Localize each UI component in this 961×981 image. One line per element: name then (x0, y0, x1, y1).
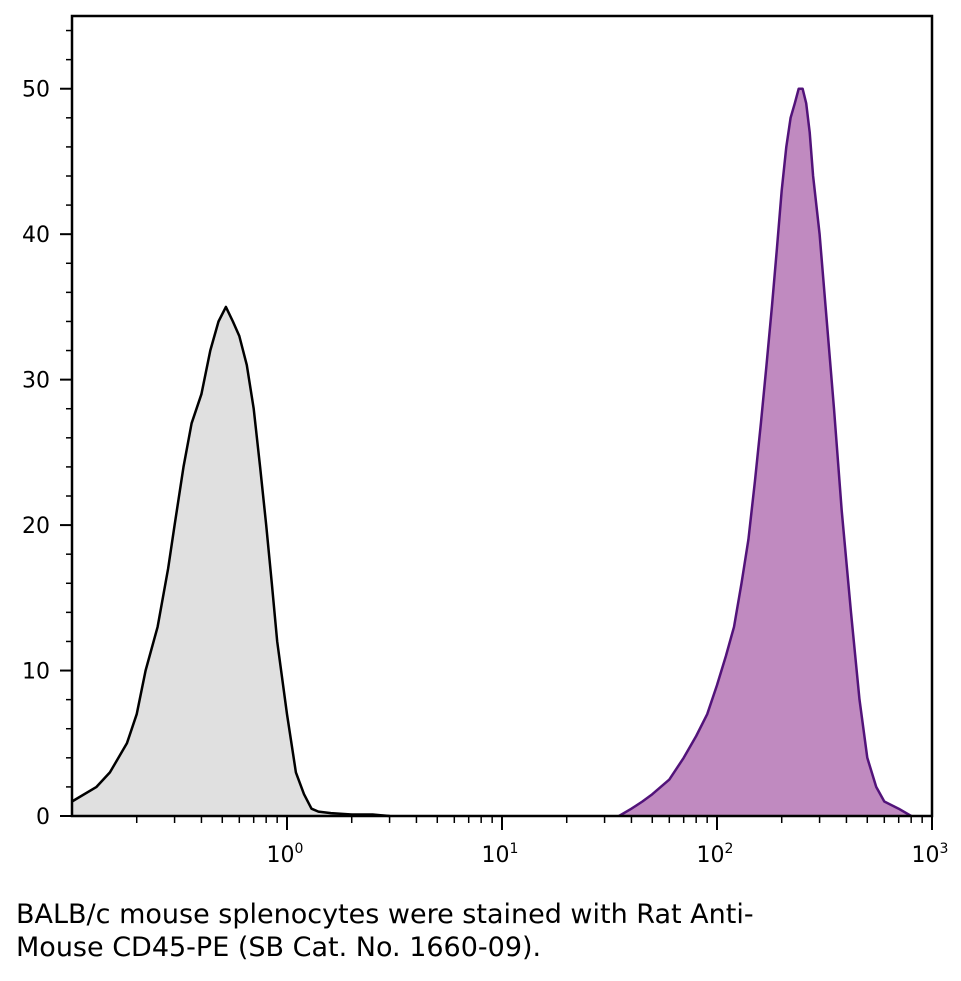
y-tick-label: 50 (22, 78, 50, 103)
axis-layer: 0 10 20 30 40 50 100 101 102 103 (22, 29, 949, 868)
caption-line-1: BALB/c mouse splenocytes were stained wi… (16, 899, 754, 930)
y-tick-label: 30 (22, 369, 50, 394)
series-layer (71, 87, 912, 818)
histogram-chart: 0 10 20 30 40 50 100 101 102 103 (22, 14, 949, 868)
y-tick-label: 10 (22, 660, 50, 685)
y-tick-label: 20 (22, 514, 50, 539)
series-2-area (619, 88, 912, 816)
figure-caption: BALB/c mouse splenocytes were stained wi… (16, 898, 946, 964)
x-tick-label: 103 (912, 841, 949, 868)
x-tick-label: 101 (482, 841, 519, 868)
series-1-area (72, 306, 390, 816)
series-2-line (618, 87, 912, 818)
caption-line-2: Mouse CD45-PE (SB Cat. No. 1660-09). (16, 932, 542, 963)
x-tick-label: 102 (697, 841, 734, 868)
x-tick-label: 100 (267, 841, 304, 868)
series-1-line (71, 305, 390, 818)
y-tick-label: 40 (22, 223, 50, 248)
y-tick-label: 0 (36, 805, 50, 830)
